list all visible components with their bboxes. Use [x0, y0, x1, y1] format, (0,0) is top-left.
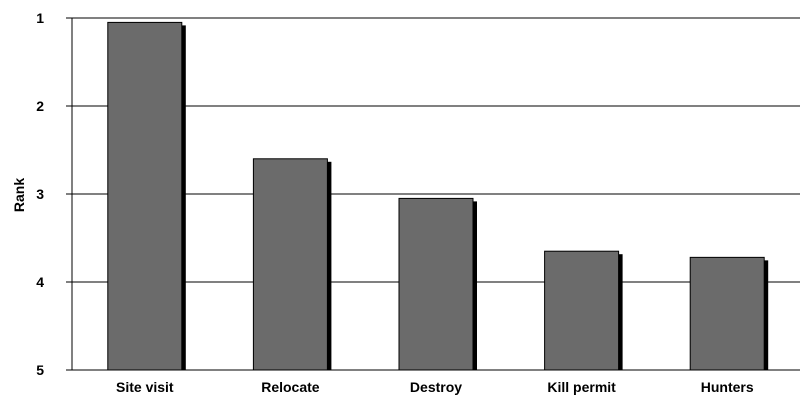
x-category-labels: Site visit Relocate Destroy Kill permit Hunt… — [116, 379, 754, 395]
y-axis-label: Rank — [11, 178, 27, 212]
x-category-label: Kill permit — [547, 379, 616, 395]
x-category-label: Destroy — [410, 379, 462, 395]
bar-relocate — [252, 158, 328, 371]
y-tick-label: 4 — [36, 274, 44, 290]
y-tick-label: 1 — [36, 10, 44, 26]
bar-site-visit — [107, 21, 183, 371]
y-tick-label: 3 — [36, 186, 44, 202]
bar-kill-permit — [544, 250, 620, 371]
y-tick-labels: 1 2 3 4 5 — [36, 10, 44, 378]
y-tick-label: 2 — [36, 98, 44, 114]
x-category-label: Relocate — [261, 379, 320, 395]
bars — [107, 21, 769, 371]
x-category-label: Site visit — [116, 379, 174, 395]
bar-destroy — [398, 197, 474, 371]
x-category-label: Hunters — [701, 379, 754, 395]
bar-hunters — [689, 256, 765, 371]
y-tick-label: 5 — [36, 362, 44, 378]
